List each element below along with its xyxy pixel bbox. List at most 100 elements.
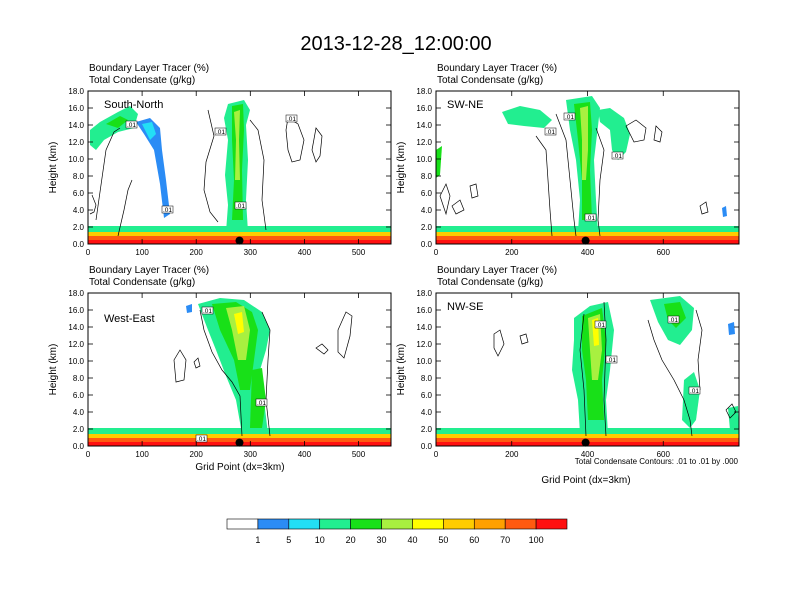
y-axis-label: Height (km)	[396, 142, 407, 194]
contour-lines	[493, 301, 737, 437]
y-tick-label: 16.0	[416, 104, 432, 113]
colorbar-label: 70	[500, 535, 510, 545]
y-tick-label: 2.0	[73, 223, 85, 232]
contour-labels: .01 .01 .01 .01 .01	[125, 114, 298, 214]
y-tick-label: 4.0	[421, 408, 433, 417]
x-tick-label: 100	[135, 248, 149, 257]
x-tick-label: 300	[244, 450, 258, 459]
panel-name: South-North	[104, 99, 163, 111]
y-tick-label: 12.0	[416, 340, 432, 349]
x-tick-label: 400	[298, 450, 312, 459]
panel-name: West-East	[104, 313, 155, 325]
colorbar-label: 30	[377, 535, 387, 545]
colorbar-swatch	[473, 518, 506, 530]
colorbar-swatch	[443, 518, 475, 530]
y-tick-label: 14.0	[68, 121, 84, 130]
y-tick-label: 12.0	[68, 340, 84, 349]
y-tick-label: 0.0	[421, 442, 433, 451]
contour-label: .01	[669, 317, 678, 324]
contour-label: .01	[216, 129, 225, 136]
y-axis-ticks: 0.0 2.0 4.0 6.0 8.0 10.0 12.0 14.0 16.0 18.0	[416, 289, 739, 451]
y-tick-label: 0.0	[73, 442, 85, 451]
x-axis-ticks: 0 100 200 300 400 500	[86, 293, 366, 459]
x-tick-label: 600	[657, 248, 671, 257]
x-tick-label: 0	[434, 450, 439, 459]
y-tick-label: 4.0	[73, 206, 85, 215]
location-marker	[235, 438, 244, 447]
x-tick-label: 200	[505, 248, 519, 257]
y-axis-label: Height (km)	[48, 344, 59, 396]
contour-labels: .01 .01 .01	[195, 306, 268, 443]
y-tick-label: 4.0	[421, 206, 433, 215]
panel-subtitle-line1: Boundary Layer Tracer (%)	[437, 265, 557, 276]
x-tick-label: 500	[352, 248, 366, 257]
x-tick-label: 0	[434, 248, 439, 257]
panel-subtitle-line1: Boundary Layer Tracer (%)	[89, 265, 209, 276]
y-tick-label: 18.0	[416, 87, 432, 96]
y-tick-label: 8.0	[73, 172, 85, 181]
contour-label: .01	[203, 308, 212, 315]
panel-subtitle-line2: Total Condensate (g/kg)	[437, 277, 543, 288]
y-tick-label: 16.0	[416, 306, 432, 315]
x-tick-label: 0	[86, 450, 91, 459]
panel-subtitle-line2: Total Condensate (g/kg)	[437, 75, 543, 86]
y-axis-ticks: 0.0 2.0 4.0 6.0 8.0 10.0 12.0 14.0 16.0 18.0	[68, 289, 391, 451]
colorbar-swatch	[504, 518, 537, 530]
contour-label: .01	[236, 203, 245, 210]
contour-lines	[439, 113, 709, 237]
colorbar-swatch	[288, 518, 321, 530]
contour-label: .01	[257, 400, 266, 407]
x-tick-label: 300	[244, 248, 258, 257]
panel-subtitle-line1: Boundary Layer Tracer (%)	[89, 63, 209, 74]
location-marker	[235, 236, 244, 245]
y-tick-label: 18.0	[68, 87, 84, 96]
colorbar-label: 40	[407, 535, 417, 545]
panel-nw-se: Boundary Layer Tracer (%) Total Condensa…	[396, 265, 740, 486]
y-tick-label: 8.0	[421, 172, 433, 181]
y-tick-label: 6.0	[421, 189, 433, 198]
y-tick-label: 18.0	[416, 289, 432, 298]
panel-west-east: Boundary Layer Tracer (%) Total Condensa…	[48, 265, 392, 473]
y-tick-label: 10.0	[68, 155, 84, 164]
colorbar: 1 5 10 20 30 40 50 60 70 100	[226, 518, 568, 545]
y-tick-label: 2.0	[421, 223, 433, 232]
contour-labels: .01 .01 .01 .01	[594, 315, 701, 395]
contour-label: .01	[565, 114, 574, 121]
colorbar-swatch	[350, 518, 382, 530]
panel-sw-ne: Boundary Layer Tracer (%) Total Condensa…	[396, 63, 740, 257]
colorbar-label: 10	[315, 535, 325, 545]
y-axis-label: Height (km)	[396, 344, 407, 396]
y-tick-label: 0.0	[421, 240, 433, 249]
y-tick-label: 2.0	[421, 425, 433, 434]
y-tick-label: 10.0	[416, 155, 432, 164]
x-tick-label: 400	[298, 248, 312, 257]
contour-label: .01	[287, 116, 296, 123]
shaded-field	[436, 296, 739, 446]
y-tick-label: 8.0	[421, 374, 433, 383]
y-tick-label: 12.0	[416, 138, 432, 147]
y-tick-label: 2.0	[73, 425, 85, 434]
contour-label: .01	[127, 122, 136, 129]
y-tick-label: 16.0	[68, 104, 84, 113]
colorbar-swatch	[226, 518, 259, 530]
y-tick-label: 6.0	[73, 391, 85, 400]
colorbar-label: 1	[255, 535, 260, 545]
contour-label: .01	[197, 436, 206, 443]
y-tick-label: 8.0	[73, 374, 85, 383]
colorbar-swatch	[535, 518, 568, 530]
x-axis-label: Grid Point (dx=3km)	[195, 462, 284, 473]
y-tick-label: 0.0	[73, 240, 85, 249]
x-tick-label: 200	[505, 450, 519, 459]
y-tick-label: 16.0	[68, 306, 84, 315]
y-tick-label: 10.0	[416, 357, 432, 366]
x-tick-label: 0	[86, 248, 91, 257]
colorbar-label: 100	[529, 535, 544, 545]
y-axis-ticks: 0.0 2.0 4.0 6.0 8.0 10.0 12.0 14.0 16.0 18.0	[416, 87, 739, 249]
y-tick-label: 6.0	[73, 189, 85, 198]
panel-name: SW-NE	[447, 99, 483, 111]
contour-labels: .01 .01 .01 .01	[544, 112, 624, 222]
x-axis-ticks: 0 100 200 300 400 500	[86, 91, 366, 257]
panel-subtitle-line1: Boundary Layer Tracer (%)	[437, 63, 557, 74]
colorbar-swatch	[381, 518, 413, 530]
